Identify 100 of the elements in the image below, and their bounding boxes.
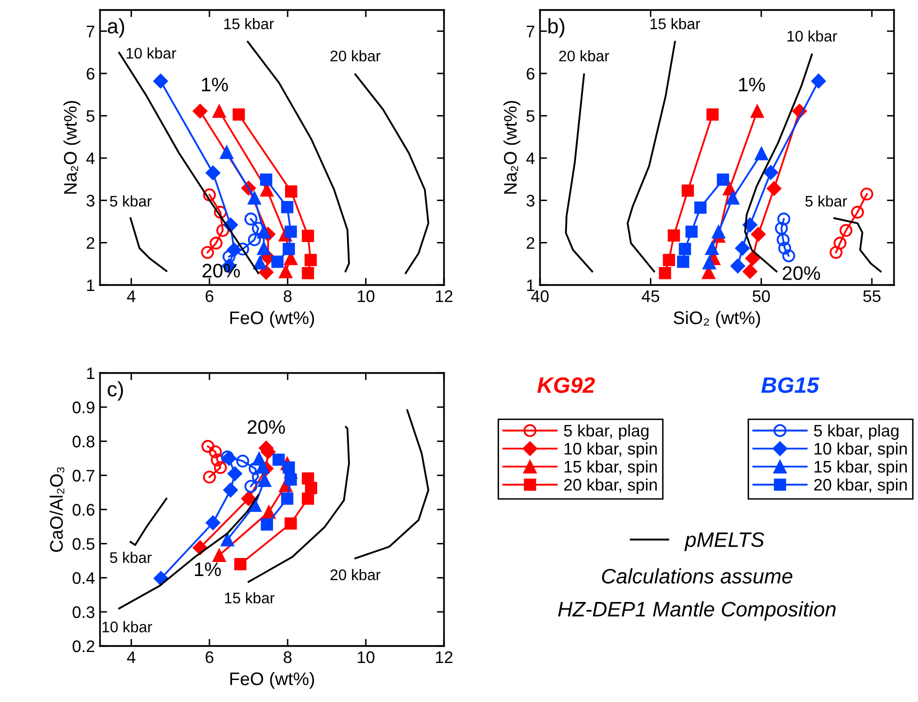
point	[210, 236, 223, 250]
annotation: 10 kbar	[126, 47, 176, 59]
legend-label: 20 kbar, spin	[564, 478, 657, 494]
y-tick-label: 4	[86, 152, 95, 164]
point	[730, 258, 746, 274]
annotation: 20%	[248, 420, 285, 434]
point	[206, 515, 220, 530]
y-tick-label: 6	[86, 68, 94, 80]
point	[253, 256, 267, 270]
point	[281, 201, 294, 214]
legend-label: 5 kbar, plag	[814, 424, 898, 440]
line-series	[354, 73, 430, 274]
y-tick-label: 0.3	[72, 606, 94, 618]
x-tick-label: 12	[436, 290, 452, 302]
point	[716, 174, 730, 186]
y-tick-label: 1	[87, 368, 94, 380]
y-tick-label: 1	[87, 280, 94, 292]
point	[285, 185, 298, 198]
y-tick-label: 1	[527, 280, 534, 292]
point	[153, 74, 168, 89]
point	[682, 184, 694, 197]
point	[220, 532, 234, 546]
annotation: a)	[108, 18, 124, 38]
annotation: 5 kbar	[110, 195, 152, 207]
point	[281, 492, 294, 505]
legend-label: 20 kbar, spin	[814, 478, 907, 494]
annotation: 20 kbar	[330, 568, 380, 580]
point	[763, 165, 778, 180]
point	[750, 104, 764, 118]
y-tick-label: 2	[86, 237, 94, 249]
point	[226, 242, 242, 258]
point	[284, 473, 297, 486]
y-tick-label: 5	[526, 110, 534, 122]
x-tick-label: 4	[127, 290, 136, 302]
line-series	[564, 73, 594, 272]
point	[236, 454, 250, 468]
y-axis-title: Na₂O (wt%)	[503, 100, 520, 194]
point	[766, 181, 782, 196]
point	[776, 233, 790, 246]
line-series	[354, 409, 430, 560]
point	[668, 229, 680, 242]
y-tick-label: 5	[86, 110, 94, 122]
x-tick-label: 6	[206, 290, 214, 302]
point	[216, 224, 230, 237]
annotation: 1%	[202, 78, 228, 92]
x-axis-title: FeO (wt%)	[230, 672, 314, 689]
line-series	[246, 40, 350, 272]
point	[201, 246, 214, 259]
legend-label: 10 kbar, spin	[814, 442, 907, 458]
line-series	[833, 217, 882, 272]
point	[192, 104, 208, 119]
point	[702, 256, 716, 270]
point	[210, 454, 224, 466]
point	[712, 224, 726, 238]
annotation: 10 kbar	[788, 30, 838, 42]
point	[778, 242, 792, 255]
point	[754, 146, 768, 160]
point	[223, 482, 238, 498]
point	[694, 201, 707, 214]
y-axis-title: Na₂O (wt%)	[63, 100, 80, 194]
point	[256, 224, 271, 238]
point	[811, 74, 826, 89]
y-tick-label: 4	[526, 152, 535, 164]
text: Calculations assume	[602, 568, 792, 584]
y-tick-label: 2	[526, 237, 534, 249]
legend-label: pMELTS	[684, 532, 764, 552]
point	[236, 242, 250, 256]
point	[705, 241, 719, 255]
point	[222, 250, 236, 264]
line-series	[130, 498, 168, 546]
point	[232, 108, 245, 121]
annotation: 10 kbar	[102, 621, 152, 632]
point	[260, 518, 274, 531]
legend-label: 5 kbar, plag	[564, 424, 648, 440]
legend-label: 15 kbar, spin	[814, 460, 907, 476]
point	[278, 264, 292, 278]
x-tick-label: 55	[863, 290, 880, 302]
x-tick-label: 8	[284, 290, 292, 302]
point	[840, 224, 852, 237]
annotation: 20 kbar	[559, 50, 610, 62]
point	[284, 226, 297, 238]
point	[272, 454, 285, 466]
point	[834, 236, 846, 250]
point	[222, 450, 236, 466]
y-tick-label: 7	[86, 26, 94, 38]
point	[658, 267, 672, 280]
point	[244, 480, 258, 493]
point	[742, 264, 758, 279]
point	[282, 242, 295, 256]
y-axis-title: CaO/Al₂O₃	[50, 467, 64, 552]
y-tick-label: 3	[526, 194, 534, 207]
point	[214, 461, 227, 474]
y-tick-label: 7	[526, 26, 534, 38]
point	[244, 212, 258, 226]
point	[212, 104, 226, 118]
point	[851, 206, 864, 219]
point	[735, 240, 750, 256]
y-tick-label: 3	[86, 194, 94, 207]
annotation: 15 kbar	[224, 592, 275, 604]
point	[282, 461, 295, 474]
